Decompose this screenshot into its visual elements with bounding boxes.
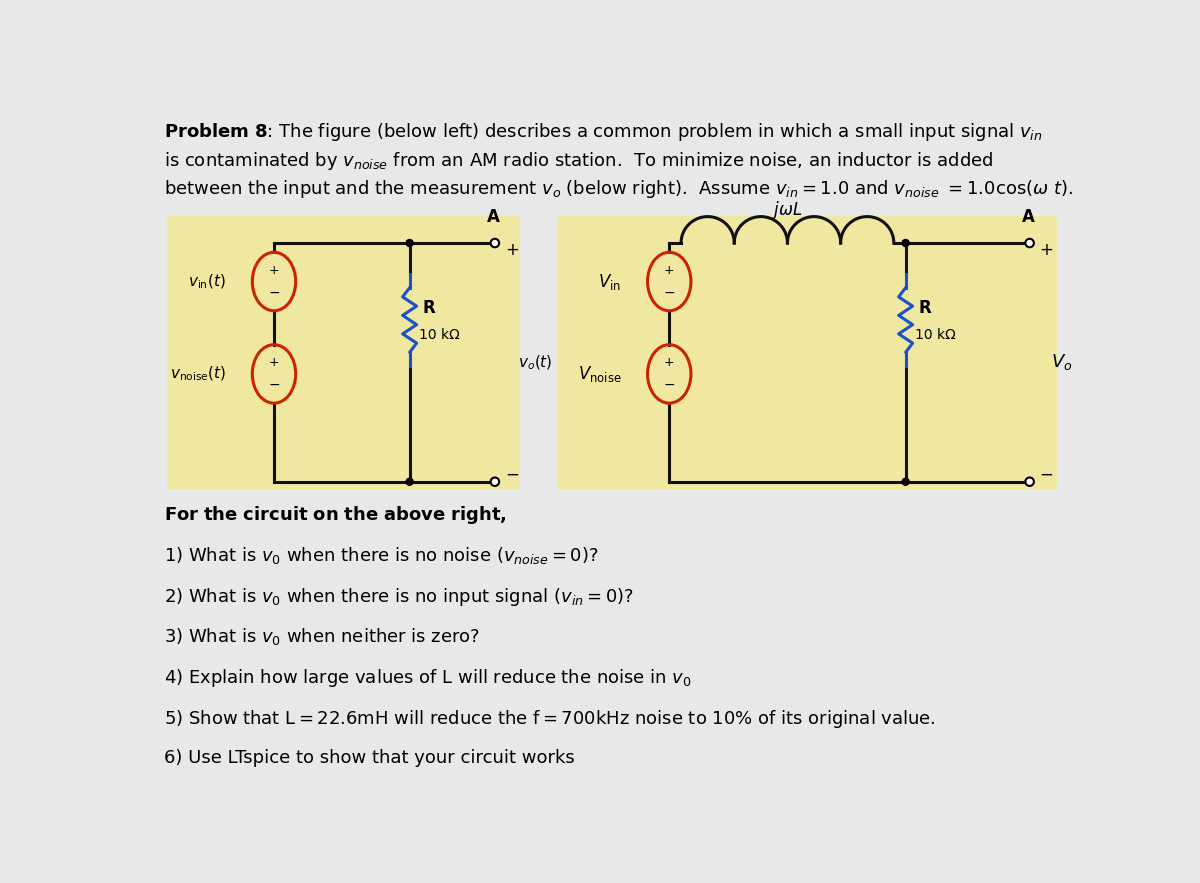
Circle shape [406, 238, 414, 247]
Text: $v_{\rm in}(t)$: $v_{\rm in}(t)$ [188, 272, 226, 291]
Bar [557, 216, 1057, 489]
Text: +: + [1039, 241, 1054, 259]
Text: 1) What is $v_0$ when there is no noise ($v_{noise}{=}0$)?: 1) What is $v_0$ when there is no noise … [164, 545, 599, 566]
Text: +: + [505, 241, 518, 259]
Text: $V_{\rm noise}$: $V_{\rm noise}$ [577, 364, 622, 384]
Text: $V_{\rm in}$: $V_{\rm in}$ [599, 271, 622, 291]
Text: between the input and the measurement $v_o$ (below right).  Assume $v_{in}{=}1.0: between the input and the measurement $v… [164, 178, 1073, 200]
Text: −: − [268, 378, 280, 392]
Text: 6) Use LTspice to show that your circuit works: 6) Use LTspice to show that your circuit… [164, 749, 575, 767]
Text: $j\omega L$: $j\omega L$ [772, 200, 803, 222]
Circle shape [901, 238, 910, 247]
Text: is contaminated by $v_{noise}$ from an AM radio station.  To minimize noise, an : is contaminated by $v_{noise}$ from an A… [164, 150, 994, 172]
Text: −: − [1039, 466, 1054, 484]
Text: A: A [1021, 208, 1034, 226]
Text: $\bf{Problem\ 8}$: The figure (below left) describes a common problem in which a: $\bf{Problem\ 8}$: The figure (below lef… [164, 121, 1043, 143]
Circle shape [491, 478, 499, 486]
Text: −: − [268, 285, 280, 299]
Text: 10 kΩ: 10 kΩ [914, 328, 955, 343]
Text: −: − [505, 466, 518, 484]
Text: $\bf{For\ the\ circuit\ on\ the\ above\ right,}$: $\bf{For\ the\ circuit\ on\ the\ above\ … [164, 504, 506, 526]
Text: +: + [664, 357, 674, 369]
Text: +: + [269, 357, 280, 369]
Text: 4) Explain how large values of L will reduce the noise in $v_0$: 4) Explain how large values of L will re… [164, 668, 691, 690]
Text: 2) What is $v_0$ when there is no input signal ($v_{in}{=}0$)?: 2) What is $v_0$ when there is no input … [164, 585, 634, 608]
Text: −: − [664, 378, 676, 392]
Text: +: + [664, 264, 674, 277]
Text: R: R [919, 299, 931, 318]
Circle shape [901, 478, 910, 486]
Text: R: R [422, 299, 436, 318]
Text: 10 kΩ: 10 kΩ [419, 328, 460, 343]
Bar [167, 216, 520, 489]
Text: $V_o$: $V_o$ [1051, 352, 1073, 373]
Circle shape [491, 238, 499, 247]
Text: 5) Show that L$=$22.6mH will reduce the f$=$700kHz noise to 10% of its original : 5) Show that L$=$22.6mH will reduce the … [164, 708, 936, 730]
Circle shape [1025, 478, 1034, 486]
Text: A: A [487, 208, 499, 226]
Text: 3) What is $v_0$ when neither is zero?: 3) What is $v_0$ when neither is zero? [164, 626, 480, 647]
Text: −: − [664, 285, 676, 299]
Circle shape [1025, 238, 1034, 247]
Text: $v_o(t)$: $v_o(t)$ [518, 353, 553, 372]
Circle shape [406, 478, 414, 486]
Text: $v_{\rm noise}(t)$: $v_{\rm noise}(t)$ [169, 365, 226, 383]
Text: +: + [269, 264, 280, 277]
